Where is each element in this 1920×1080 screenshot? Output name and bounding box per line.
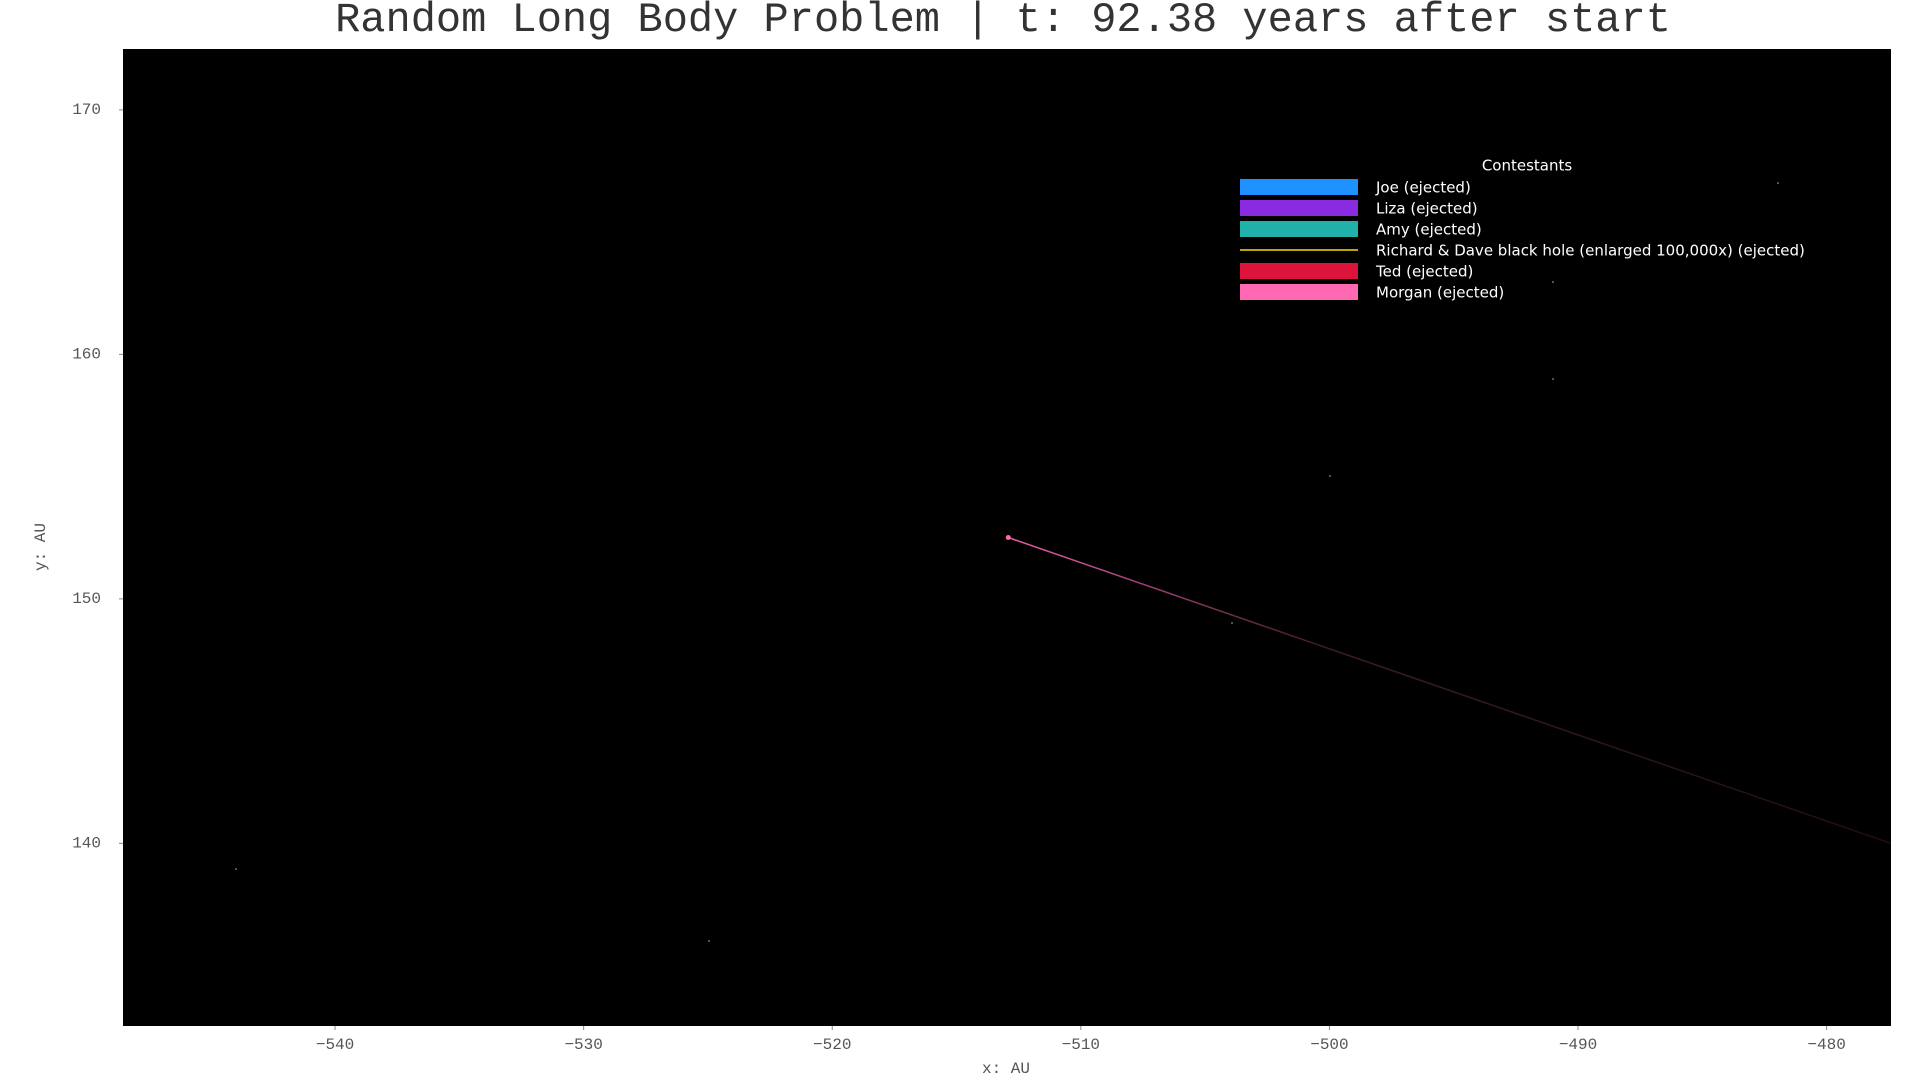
x-tick-label: −540 bbox=[316, 1036, 354, 1054]
y-tick-label: 160 bbox=[72, 346, 101, 364]
star bbox=[1552, 281, 1554, 283]
y-tick-label: 140 bbox=[72, 835, 101, 853]
y-tick-label: 150 bbox=[72, 590, 101, 608]
stars bbox=[235, 182, 1779, 942]
legend-label: Liza (ejected) bbox=[1376, 200, 1478, 218]
trail bbox=[1007, 536, 1892, 845]
legend-swatch bbox=[1240, 179, 1358, 195]
x-tick-label: −510 bbox=[1062, 1036, 1100, 1054]
legend-label: Amy (ejected) bbox=[1376, 221, 1482, 239]
legend-label: Richard & Dave black hole (enlarged 100,… bbox=[1376, 242, 1805, 260]
legend-label: Ted (ejected) bbox=[1375, 263, 1473, 281]
legend-swatch bbox=[1240, 263, 1358, 279]
x-axis-label: x: AU bbox=[982, 1060, 1030, 1078]
y-tick-label: 170 bbox=[72, 101, 101, 119]
legend-title: Contestants bbox=[1482, 157, 1573, 175]
body-marker bbox=[1005, 535, 1011, 540]
x-tick-label: −520 bbox=[813, 1036, 851, 1054]
legend-swatch bbox=[1240, 221, 1358, 237]
chart-title: Random Long Body Problem | t: 92.38 year… bbox=[335, 0, 1671, 44]
star bbox=[1777, 182, 1779, 184]
legend-label: Joe (ejected) bbox=[1375, 179, 1471, 197]
x-tick-label: −530 bbox=[564, 1036, 602, 1054]
y-axis-label: y: AU bbox=[32, 523, 50, 571]
star bbox=[1552, 378, 1554, 380]
legend-label: Morgan (ejected) bbox=[1376, 284, 1504, 302]
x-tick-label: −480 bbox=[1807, 1036, 1845, 1054]
star bbox=[1231, 622, 1233, 624]
star bbox=[235, 868, 237, 870]
star bbox=[708, 940, 710, 942]
x-tick-label: −500 bbox=[1310, 1036, 1348, 1054]
star bbox=[1329, 475, 1331, 477]
x-tick-label: −490 bbox=[1559, 1036, 1597, 1054]
legend-swatch bbox=[1240, 284, 1358, 300]
legend-swatch bbox=[1240, 200, 1358, 216]
